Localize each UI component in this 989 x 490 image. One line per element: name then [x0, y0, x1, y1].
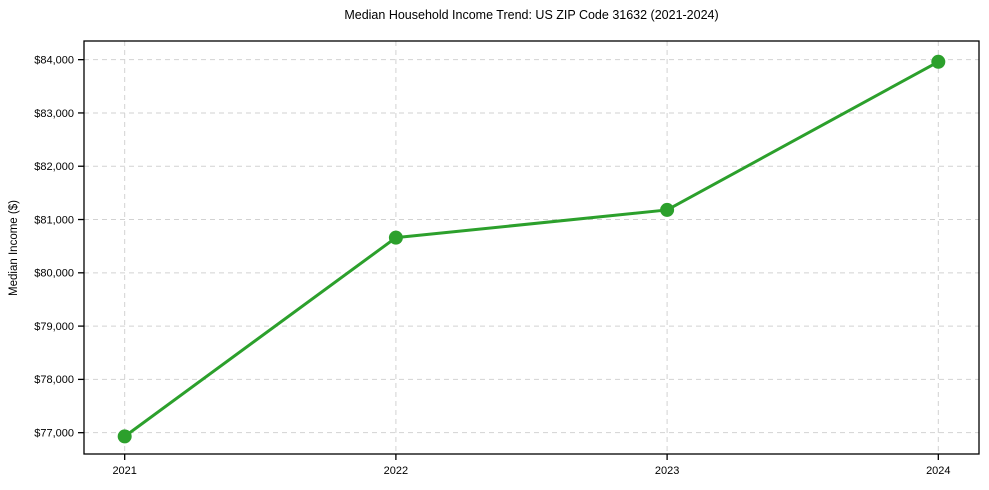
grid-layer — [84, 41, 979, 454]
data-point-2022 — [388, 230, 403, 245]
data-point-2021 — [117, 429, 132, 444]
y-tick-label: $78,000 — [34, 374, 74, 386]
data-point-2023 — [660, 202, 675, 217]
chart-title: Median Household Income Trend: US ZIP Co… — [344, 8, 719, 22]
y-tick-label: $84,000 — [34, 55, 74, 67]
y-tick-label: $82,000 — [34, 161, 74, 173]
y-tick-label: $80,000 — [34, 268, 74, 280]
y-tick-label: $83,000 — [34, 108, 74, 120]
y-tick-label: $77,000 — [34, 428, 74, 440]
plot-frame — [83, 40, 980, 455]
y-tick-label: $79,000 — [34, 321, 74, 333]
trend-line — [123, 60, 940, 438]
x-tick-label: 2023 — [655, 465, 679, 477]
y-axis-label: Median Income ($) — [8, 200, 20, 296]
axis-layer: $77,000 $78,000 $79,000 $80,000 $81,000 $82,0… — [34, 40, 980, 477]
x-tick-label: 2021 — [112, 465, 136, 477]
data-point-2024 — [931, 54, 946, 69]
x-tick-label: 2022 — [384, 465, 408, 477]
data-layer — [117, 54, 946, 444]
y-tick-label: $81,000 — [34, 214, 74, 226]
x-tick-label: 2024 — [926, 465, 950, 477]
